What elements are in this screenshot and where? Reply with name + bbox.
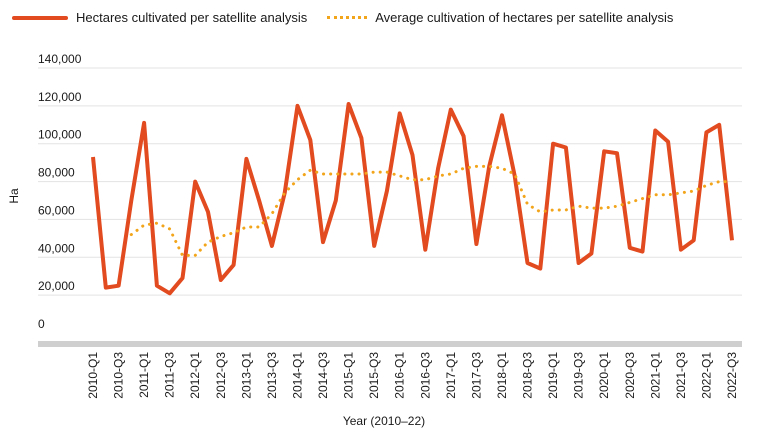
y-tick-label: 60,000 (38, 203, 75, 217)
x-axis-ticks: 2010-Q1 2010-Q3 2011-Q1 2011-Q3 2012-Q1 2012-… (86, 352, 739, 399)
x-tick-label: 2019-Q3 (572, 352, 586, 399)
x-tick-label: 2022-Q3 (725, 352, 739, 399)
y-axis-title: Ha (7, 188, 21, 204)
x-tick-label: 2016-Q3 (418, 352, 432, 399)
x-tick-label: 2013-Q1 (239, 352, 253, 399)
y-tick-label: 140,000 (38, 52, 82, 66)
legend: Hectares cultivated per satellite analys… (12, 10, 673, 25)
x-tick-label: 2020-Q3 (623, 352, 637, 399)
y-tick-label: 0 (38, 317, 45, 331)
x-tick-label: 2019-Q1 (546, 352, 560, 399)
x-tick-label: 2012-Q3 (214, 352, 228, 399)
x-tick-label: 2022-Q1 (699, 352, 713, 399)
series-line-hectares-cultivated (91, 102, 734, 296)
legend-item-average-cultivation: Average cultivation of hectares per sate… (327, 10, 673, 25)
x-tick-label: 2018-Q1 (495, 352, 509, 399)
x-tick-label: 2021-Q3 (674, 352, 688, 399)
x-tick-label: 2017-Q1 (444, 352, 458, 399)
x-tick-label: 2011-Q3 (163, 352, 177, 398)
series-line-average-cultivation (129, 164, 734, 257)
x-tick-label: 2010-Q1 (86, 352, 100, 399)
legend-swatch-dotted-line (327, 16, 368, 19)
x-tick-label: 2014-Q3 (316, 352, 330, 399)
x-tick-label: 2010-Q3 (112, 352, 126, 399)
x-tick-label: 2012-Q1 (188, 352, 202, 399)
y-tick-label: 80,000 (38, 166, 75, 180)
series-lines (91, 102, 734, 296)
x-axis-baseline (38, 341, 742, 347)
x-tick-label: 2020-Q1 (597, 352, 611, 399)
x-tick-label: 2014-Q1 (290, 352, 304, 399)
x-tick-label: 2015-Q1 (342, 352, 356, 399)
y-tick-label: 20,000 (38, 279, 75, 293)
x-tick-label: 2011-Q1 (137, 352, 151, 398)
x-tick-label: 2017-Q3 (469, 352, 483, 399)
x-axis-title: Year (2010–22) (343, 414, 425, 428)
x-tick-label: 2016-Q1 (393, 352, 407, 399)
legend-label-hectares-cultivated: Hectares cultivated per satellite analys… (76, 10, 308, 25)
legend-label-average-cultivation: Average cultivation of hectares per sate… (375, 10, 674, 25)
x-tick-label: 2021-Q1 (648, 352, 662, 399)
legend-item-hectares-cultivated: Hectares cultivated per satellite analys… (12, 10, 307, 25)
x-tick-label: 2018-Q3 (521, 352, 535, 399)
x-tick-label: 2013-Q3 (265, 352, 279, 399)
y-tick-label: 40,000 (38, 241, 75, 255)
y-tick-label: 100,000 (38, 128, 82, 142)
x-tick-label: 2015-Q3 (367, 352, 381, 399)
legend-swatch-solid-line (12, 15, 68, 20)
y-axis-ticks: 0 20,000 40,000 60,000 80,000 100,000 120,000 1… (38, 52, 82, 331)
y-tick-label: 120,000 (38, 90, 82, 104)
